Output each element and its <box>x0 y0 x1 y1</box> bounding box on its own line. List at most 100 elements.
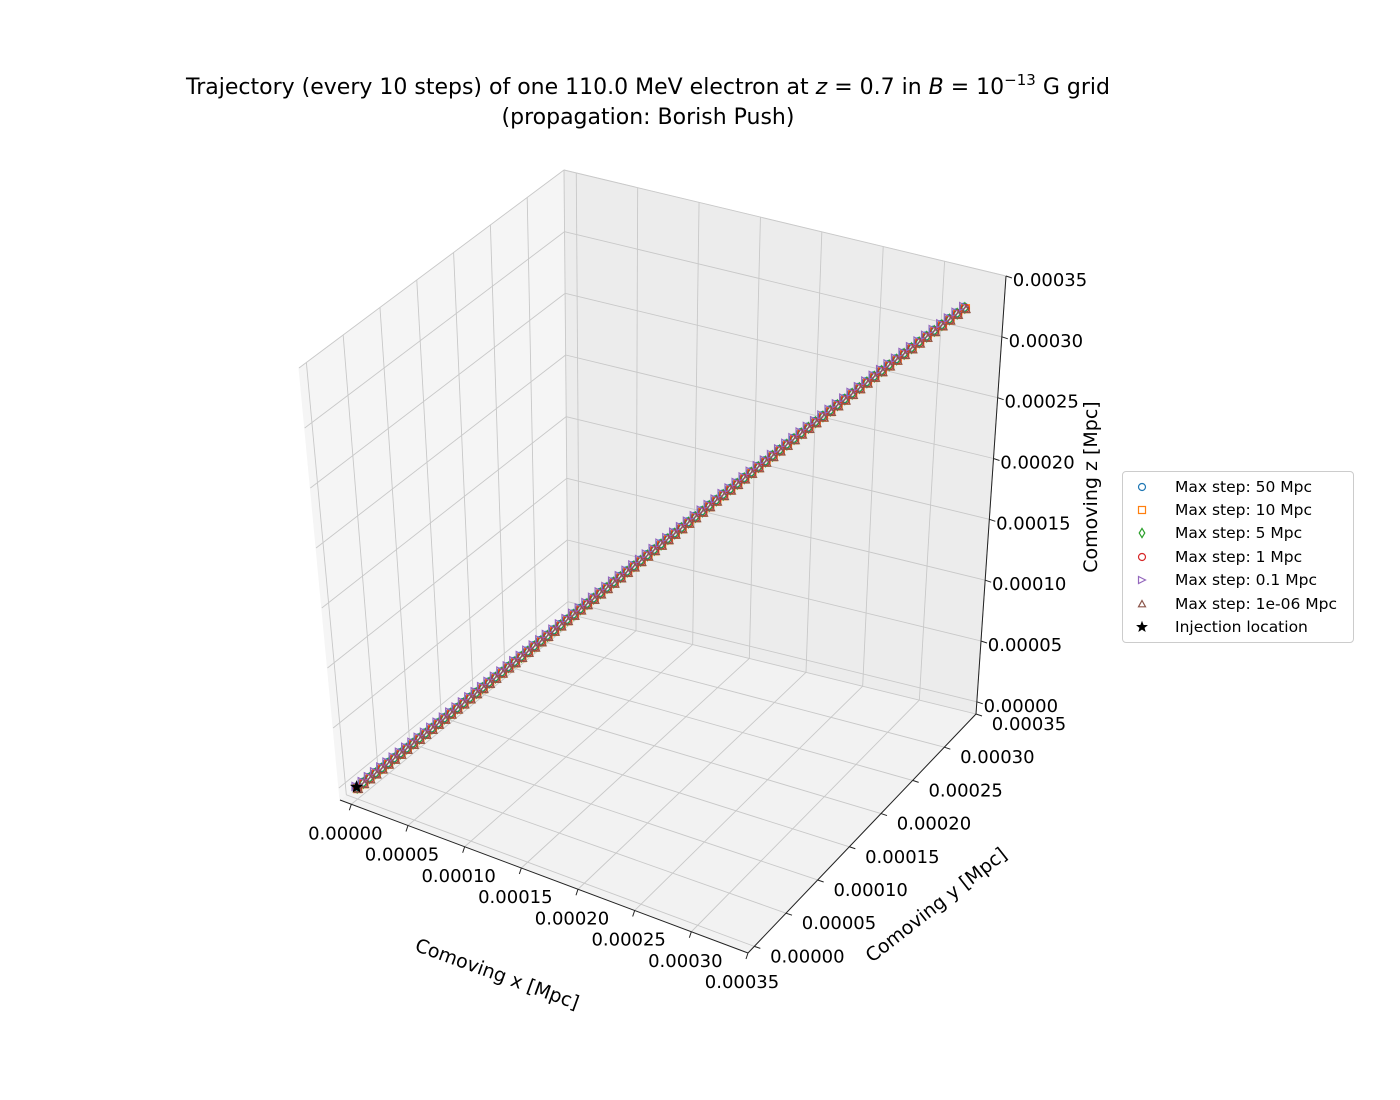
grid-line-z-left <box>310 292 566 489</box>
grid-line-z-left <box>321 416 567 609</box>
data-point <box>885 361 896 371</box>
data-point <box>603 584 614 594</box>
data-point <box>684 518 695 528</box>
data-point <box>754 463 765 473</box>
series-6 <box>353 304 972 794</box>
x-tick-mark <box>632 910 636 917</box>
data-point <box>712 496 723 506</box>
data-point <box>961 304 972 314</box>
y-tick-label: 0.00000 <box>770 946 844 967</box>
legend-label: Max step: 0.1 Mpc <box>1175 571 1317 590</box>
data-point <box>775 446 786 456</box>
data-point <box>472 689 483 699</box>
data-point <box>498 668 509 678</box>
grid-line-z-left <box>327 477 568 669</box>
grid-line-z-left <box>338 601 569 789</box>
data-point <box>953 309 964 319</box>
y-tick-label: 0.00005 <box>802 913 876 934</box>
x-tick-label: 0.00000 <box>308 823 382 844</box>
x-tick-label: 0.00010 <box>421 866 495 887</box>
x-tick-mark <box>518 867 522 875</box>
data-point <box>797 429 808 439</box>
x-axis-label: Comoving x [Mpc] <box>412 934 582 1014</box>
data-point <box>892 355 903 365</box>
legend: Max step: 50 Mpc Max step: 10 Mpc Max step… <box>1122 471 1354 643</box>
data-point <box>390 754 401 764</box>
data-point <box>677 524 688 534</box>
legend-label: Max step: 5 Mpc <box>1175 524 1303 543</box>
legend-item: Max step: 1 Mpc <box>1131 545 1347 568</box>
x-tick-mark <box>688 931 692 938</box>
data-point <box>556 621 567 631</box>
grid-line-z-left <box>332 539 568 729</box>
data-point <box>922 332 933 342</box>
legend-label: Max step: 1 Mpc <box>1175 547 1303 566</box>
legend-label: Max step: 10 Mpc <box>1175 501 1313 520</box>
data-point <box>819 412 830 422</box>
z-tick-label: 0.00005 <box>988 635 1062 656</box>
grid-line-z-back <box>563 169 1007 277</box>
legend-label: Max step: 50 Mpc <box>1175 477 1313 496</box>
data-point <box>428 724 439 734</box>
data-point <box>543 632 554 642</box>
legend-label: Injection location <box>1175 618 1308 637</box>
data-point <box>907 344 918 354</box>
grid-line-y-floor <box>441 716 850 848</box>
grid-line-z-back <box>567 601 977 703</box>
grid-line-y-floor <box>472 691 882 815</box>
data-point <box>396 749 407 759</box>
legend-marker <box>1131 480 1153 494</box>
data-point <box>650 546 661 556</box>
z-tick-label: 0.00000 <box>984 696 1058 717</box>
data-point <box>790 435 801 445</box>
legend-item: Injection location <box>1131 615 1347 638</box>
grid-line-z-back <box>566 477 986 581</box>
z-tick-mark <box>976 701 983 705</box>
z-tick-label: 0.00010 <box>992 574 1066 595</box>
grid-line-y-floor <box>409 742 818 881</box>
y-tick-mark <box>817 879 824 883</box>
z-tick-label: 0.00030 <box>1009 331 1083 352</box>
grid-line-y-floor <box>567 613 977 715</box>
legend-item: Max step: 1e-06 Mpc <box>1131 592 1347 615</box>
data-point <box>504 663 515 673</box>
grid-line-z-back <box>564 231 1002 338</box>
data-point <box>691 513 702 523</box>
z-tick-label: 0.00015 <box>996 513 1070 534</box>
data-point <box>402 744 414 754</box>
x-tick-label: 0.00025 <box>591 930 665 951</box>
z-tick-mark <box>1001 336 1008 340</box>
data-point <box>371 769 382 779</box>
data-point <box>415 734 426 744</box>
chart-title-line1: Trajectory (every 10 steps) of one 110.0… <box>185 71 1110 100</box>
data-point <box>447 709 458 719</box>
z-axis-label: Comoving z [Mpc] <box>1080 401 1102 572</box>
data-point <box>440 714 451 724</box>
data-point <box>596 589 607 599</box>
z-tick-label: 0.00025 <box>1004 392 1078 413</box>
y-tick-mark <box>912 779 919 783</box>
chart-title: Trajectory (every 10 steps) of one 110.0… <box>185 71 1110 130</box>
grid-line-z-left <box>315 354 566 549</box>
x-tick-label: 0.00030 <box>648 951 722 972</box>
data-point <box>740 474 751 484</box>
data-point <box>804 423 815 433</box>
data-point <box>359 779 370 789</box>
data-series <box>350 301 972 795</box>
data-point <box>826 406 837 416</box>
data-point <box>609 578 620 588</box>
grid-line-y-floor <box>377 768 787 914</box>
data-point <box>636 557 647 567</box>
data-point <box>517 653 528 663</box>
data-point <box>670 529 681 539</box>
legend-marker <box>1131 526 1153 540</box>
y-tick-label: 0.00020 <box>897 814 971 835</box>
y-tick-mark <box>754 945 761 949</box>
x-tick-label: 0.00015 <box>478 887 552 908</box>
z-tick-mark <box>980 640 988 644</box>
data-point <box>616 573 627 583</box>
grid-line-z-back <box>565 292 998 399</box>
z-tick-mark <box>1005 275 1013 279</box>
legend-item: Max step: 10 Mpc <box>1131 498 1347 521</box>
legend-item: Max step: 0.1 Mpc <box>1131 569 1347 592</box>
